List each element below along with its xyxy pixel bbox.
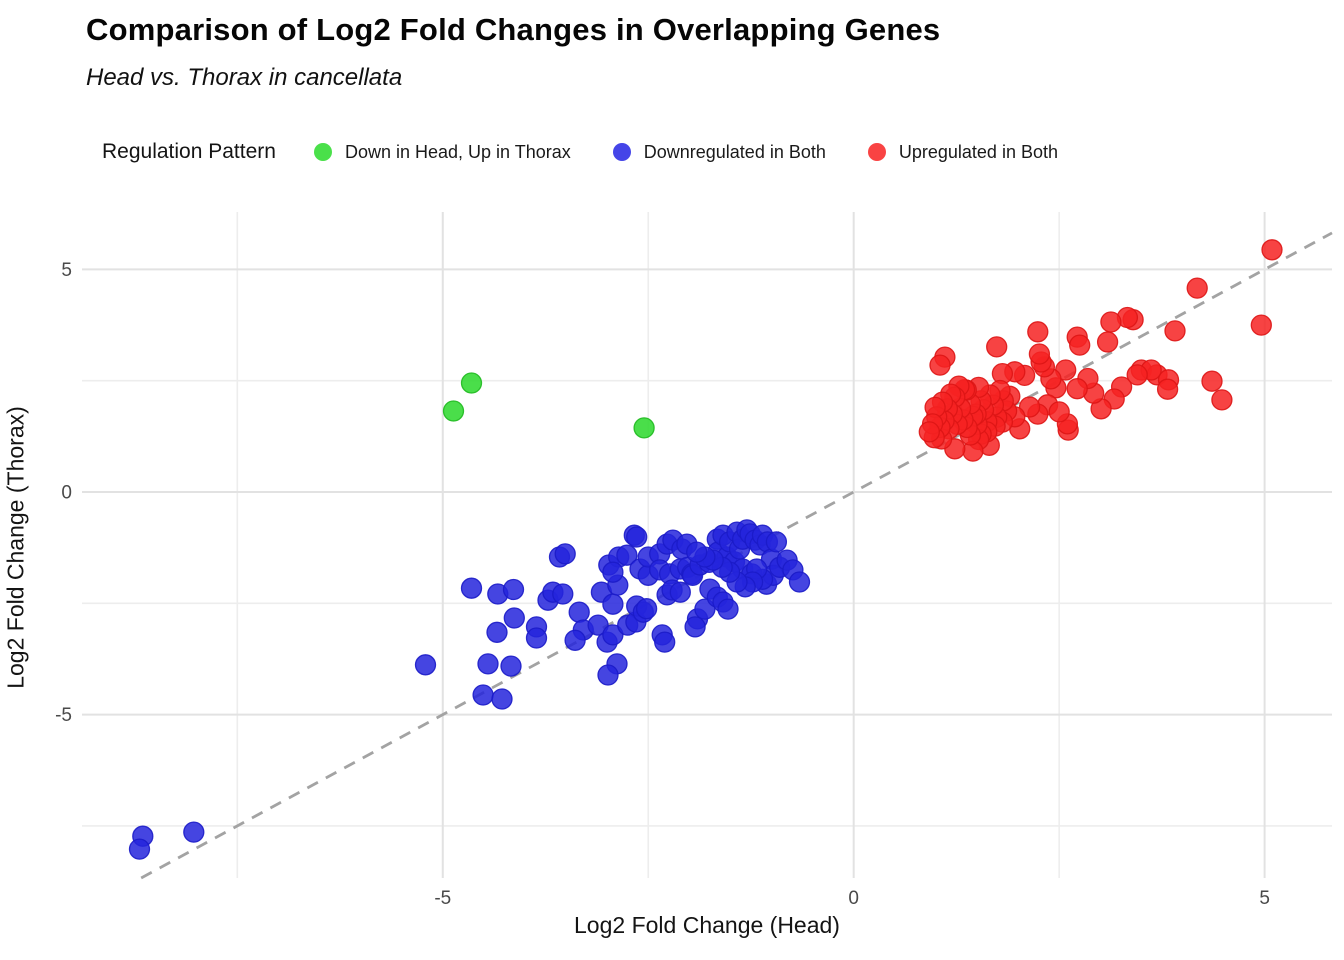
data-point <box>654 631 676 653</box>
data-point <box>717 598 739 620</box>
data-point <box>1018 396 1041 418</box>
data-point <box>552 583 574 605</box>
data-point <box>1100 311 1122 333</box>
legend-item-label: Down in Head, Up in Thorax <box>344 141 571 162</box>
legend: Regulation Pattern Down in Head, Up in T… <box>102 134 1058 170</box>
x-axis-title: Log2 Fold Change (Head) <box>574 912 840 938</box>
data-point <box>472 684 494 706</box>
y-tick-label: 5 <box>61 260 72 281</box>
data-point <box>635 598 658 620</box>
data-point <box>587 614 609 636</box>
x-tick-label: 5 <box>1259 888 1270 909</box>
legend-item: Down in Head, Up in Thorax <box>313 141 571 163</box>
data-point <box>1164 320 1186 342</box>
data-point <box>500 655 522 677</box>
data-point <box>1186 277 1208 299</box>
data-point <box>929 354 951 376</box>
legend-item-label: Upregulated in Both <box>898 141 1058 162</box>
data-point <box>128 838 151 860</box>
data-point <box>626 526 648 548</box>
data-point <box>1069 334 1091 356</box>
data-point <box>477 653 499 675</box>
data-point <box>602 561 624 583</box>
y-tick-label: -5 <box>55 705 72 726</box>
data-point <box>460 577 483 599</box>
legend-item: Downregulated in Both <box>612 141 826 163</box>
data-point <box>1027 321 1049 343</box>
data-point <box>564 629 586 651</box>
legend-dot-icon <box>313 143 332 161</box>
data-point <box>1028 343 1051 365</box>
legend-dot-icon <box>612 143 631 161</box>
legend-item: Upregulated in Both <box>867 141 1058 163</box>
data-point <box>525 627 548 649</box>
data-point <box>602 593 624 615</box>
legend-title: Regulation Pattern <box>102 140 276 163</box>
x-tick-label: 0 <box>848 888 859 909</box>
data-point <box>1211 389 1233 411</box>
data-point <box>554 543 576 565</box>
data-point <box>502 578 525 601</box>
x-tick-label: -5 <box>434 888 451 909</box>
data-point <box>616 544 638 566</box>
data-point <box>918 421 940 443</box>
data-point <box>1096 331 1119 353</box>
data-point <box>1261 239 1283 261</box>
data-point <box>1156 378 1179 400</box>
data-point <box>1048 401 1070 423</box>
data-point <box>986 336 1008 358</box>
legend-dot-icon <box>867 143 886 161</box>
data-point <box>602 624 624 646</box>
data-point <box>686 541 708 563</box>
data-point <box>765 531 788 553</box>
data-point <box>183 821 205 843</box>
data-point <box>1126 364 1148 386</box>
data-point <box>788 571 811 593</box>
legend-item-label: Downregulated in Both <box>643 141 826 162</box>
chart-subtitle: Head vs. Thorax in cancellata <box>86 64 403 91</box>
data-point <box>597 664 619 686</box>
data-point <box>442 400 465 422</box>
data-point <box>503 607 525 629</box>
data-point <box>414 654 437 676</box>
data-point <box>486 621 508 643</box>
data-point <box>491 688 513 710</box>
data-point <box>1066 378 1088 400</box>
y-axis-title: Log2 Fold Change (Thorax) <box>2 406 29 689</box>
data-point <box>568 601 590 623</box>
data-point <box>669 581 691 603</box>
data-point <box>633 417 655 439</box>
legend-items: Down in Head, Up in Thorax Downregulated … <box>313 141 1058 163</box>
y-tick-label: 0 <box>61 483 72 504</box>
data-point <box>1250 314 1272 336</box>
chart-title: Comparison of Log2 Fold Changes in Overl… <box>86 12 941 47</box>
data-point <box>460 372 483 394</box>
data-point <box>1201 370 1223 392</box>
data-point <box>684 616 706 638</box>
